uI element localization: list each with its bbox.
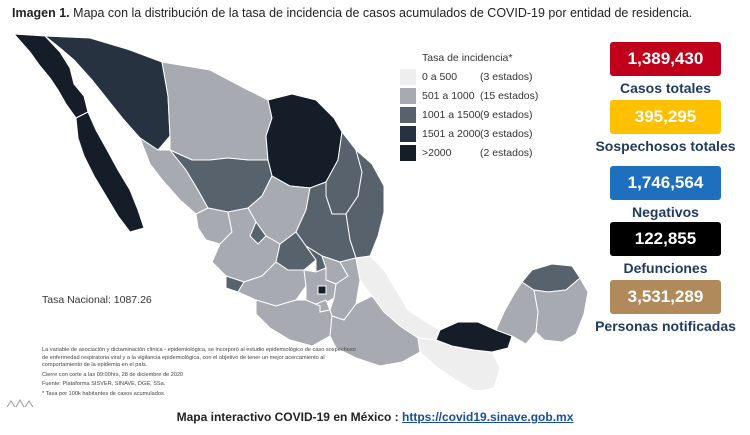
stat-negativos: 1,746,564 Negativos bbox=[588, 166, 743, 220]
legend-range: >2000 bbox=[422, 146, 452, 159]
government-logo-mark bbox=[6, 398, 34, 408]
footnote: Fuente: Plataforma SISVER, SINAVE, DGE, … bbox=[42, 381, 166, 387]
stat-personas-notificadas: 3,531,289 Personas notificadas bbox=[588, 280, 743, 334]
stat-label: Casos totales bbox=[619, 80, 712, 96]
legend-range: 0 a 500 bbox=[422, 70, 458, 83]
figure-title: Imagen 1. Mapa con la distribución de la… bbox=[12, 6, 692, 20]
footer-text: Mapa interactivo COVID-19 en México : bbox=[176, 410, 399, 424]
footnotes: La variable de asociación y dictaminació… bbox=[42, 347, 362, 400]
legend-count: (15 estados) bbox=[480, 89, 539, 102]
state-quintana-roo bbox=[533, 277, 589, 343]
legend-count: (9 estados) bbox=[480, 108, 533, 121]
state-chihuahua bbox=[161, 61, 273, 161]
state-guerrero bbox=[255, 299, 333, 347]
stat-value: 122,855 bbox=[610, 222, 721, 256]
legend-count: (3 estados) bbox=[480, 70, 533, 83]
stat-sospechosos-totales: 395,295 Sospechosos totales bbox=[588, 100, 743, 154]
legend-item: 0 a 500 (3 estados) bbox=[400, 67, 538, 86]
stat-value: 3,531,289 bbox=[610, 280, 721, 314]
mexico-map bbox=[12, 33, 589, 390]
legend-swatch bbox=[400, 106, 416, 123]
legend-range: 1001 a 1500 bbox=[422, 108, 481, 121]
legend-swatch bbox=[400, 125, 416, 142]
footer: Mapa interactivo COVID-19 en México : ht… bbox=[0, 410, 750, 424]
stat-value: 395,295 bbox=[610, 100, 721, 134]
legend-swatch bbox=[400, 144, 416, 161]
stat-label: Sospechosos totales bbox=[595, 138, 736, 154]
national-rate: Tasa Nacional: 1087.26 bbox=[42, 294, 152, 306]
legend-swatch bbox=[400, 68, 416, 85]
legend-item: 501 a 1000 (15 estados) bbox=[400, 86, 538, 105]
figure-title-prefix: Imagen 1. bbox=[12, 6, 70, 20]
footnote: La variable de asociación y dictaminació… bbox=[42, 347, 356, 368]
legend-range: 501 a 1000 bbox=[422, 89, 475, 102]
legend-item: >2000 (2 estados) bbox=[400, 143, 538, 162]
legend-title: Tasa de incidencia* bbox=[422, 52, 513, 64]
state-baja-california-sur bbox=[75, 111, 145, 233]
legend: Tasa de incidencia* 0 a 500 (3 estados) … bbox=[400, 52, 538, 162]
state-tabasco bbox=[435, 321, 513, 353]
stat-value: 1,746,564 bbox=[610, 166, 721, 200]
legend-range: 1501 a 2000 bbox=[422, 127, 481, 140]
state-ciudad-de-mexico bbox=[317, 285, 327, 295]
footnote: Cierre con corte a las 09:00hrs, 28 de d… bbox=[42, 371, 184, 378]
stat-label: Personas notificadas bbox=[595, 318, 736, 334]
stat-label: Negativos bbox=[632, 204, 699, 220]
legend-item: 1501 a 2000 (3 estados) bbox=[400, 124, 538, 143]
covid-map-link[interactable]: https://covid19.sinave.gob.mx bbox=[402, 410, 574, 424]
legend-item: 1001 a 1500 (9 estados) bbox=[400, 105, 538, 124]
legend-swatch bbox=[400, 87, 416, 104]
stat-defunciones: 122,855 Defunciones bbox=[588, 222, 743, 276]
stat-label: Defunciones bbox=[623, 260, 708, 276]
stat-value: 1,389,430 bbox=[610, 42, 721, 76]
stat-casos-totales: 1,389,430 Casos totales bbox=[588, 42, 743, 96]
figure-title-text: Mapa con la distribución de la tasa de i… bbox=[73, 6, 693, 20]
footnote: * Tasa por 100k habitantes de casos acum… bbox=[42, 390, 166, 397]
legend-count: (2 estados) bbox=[480, 146, 533, 159]
legend-count: (3 estados) bbox=[480, 127, 533, 140]
